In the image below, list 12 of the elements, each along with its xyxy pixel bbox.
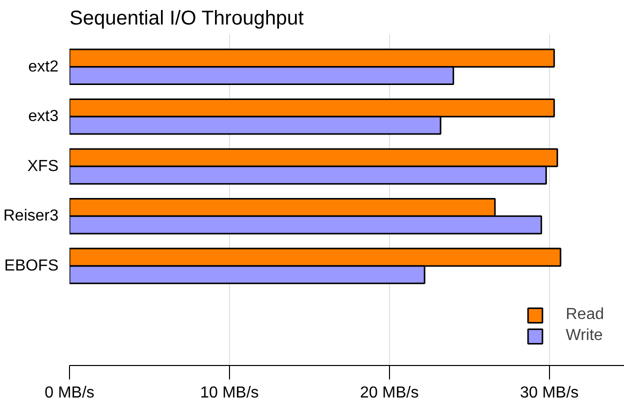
x-tick-label: 10 MB/s xyxy=(200,384,259,402)
chart-title: Sequential I/O Throughput xyxy=(70,8,304,30)
legend-label: Read xyxy=(566,306,604,324)
y-tick-label: ext3 xyxy=(28,108,59,126)
legend-label: Write xyxy=(566,327,603,345)
y-tick-label: Reiser3 xyxy=(3,208,59,225)
x-tick-label: 30 MB/s xyxy=(520,384,579,402)
y-tick-label: XFS xyxy=(27,158,59,175)
y-tick-label: EBOFS xyxy=(4,257,58,274)
x-tick-label: 0 MB/s xyxy=(44,384,94,402)
y-tick-label: ext2 xyxy=(28,58,59,76)
x-tick-label: 20 MB/s xyxy=(360,384,419,402)
